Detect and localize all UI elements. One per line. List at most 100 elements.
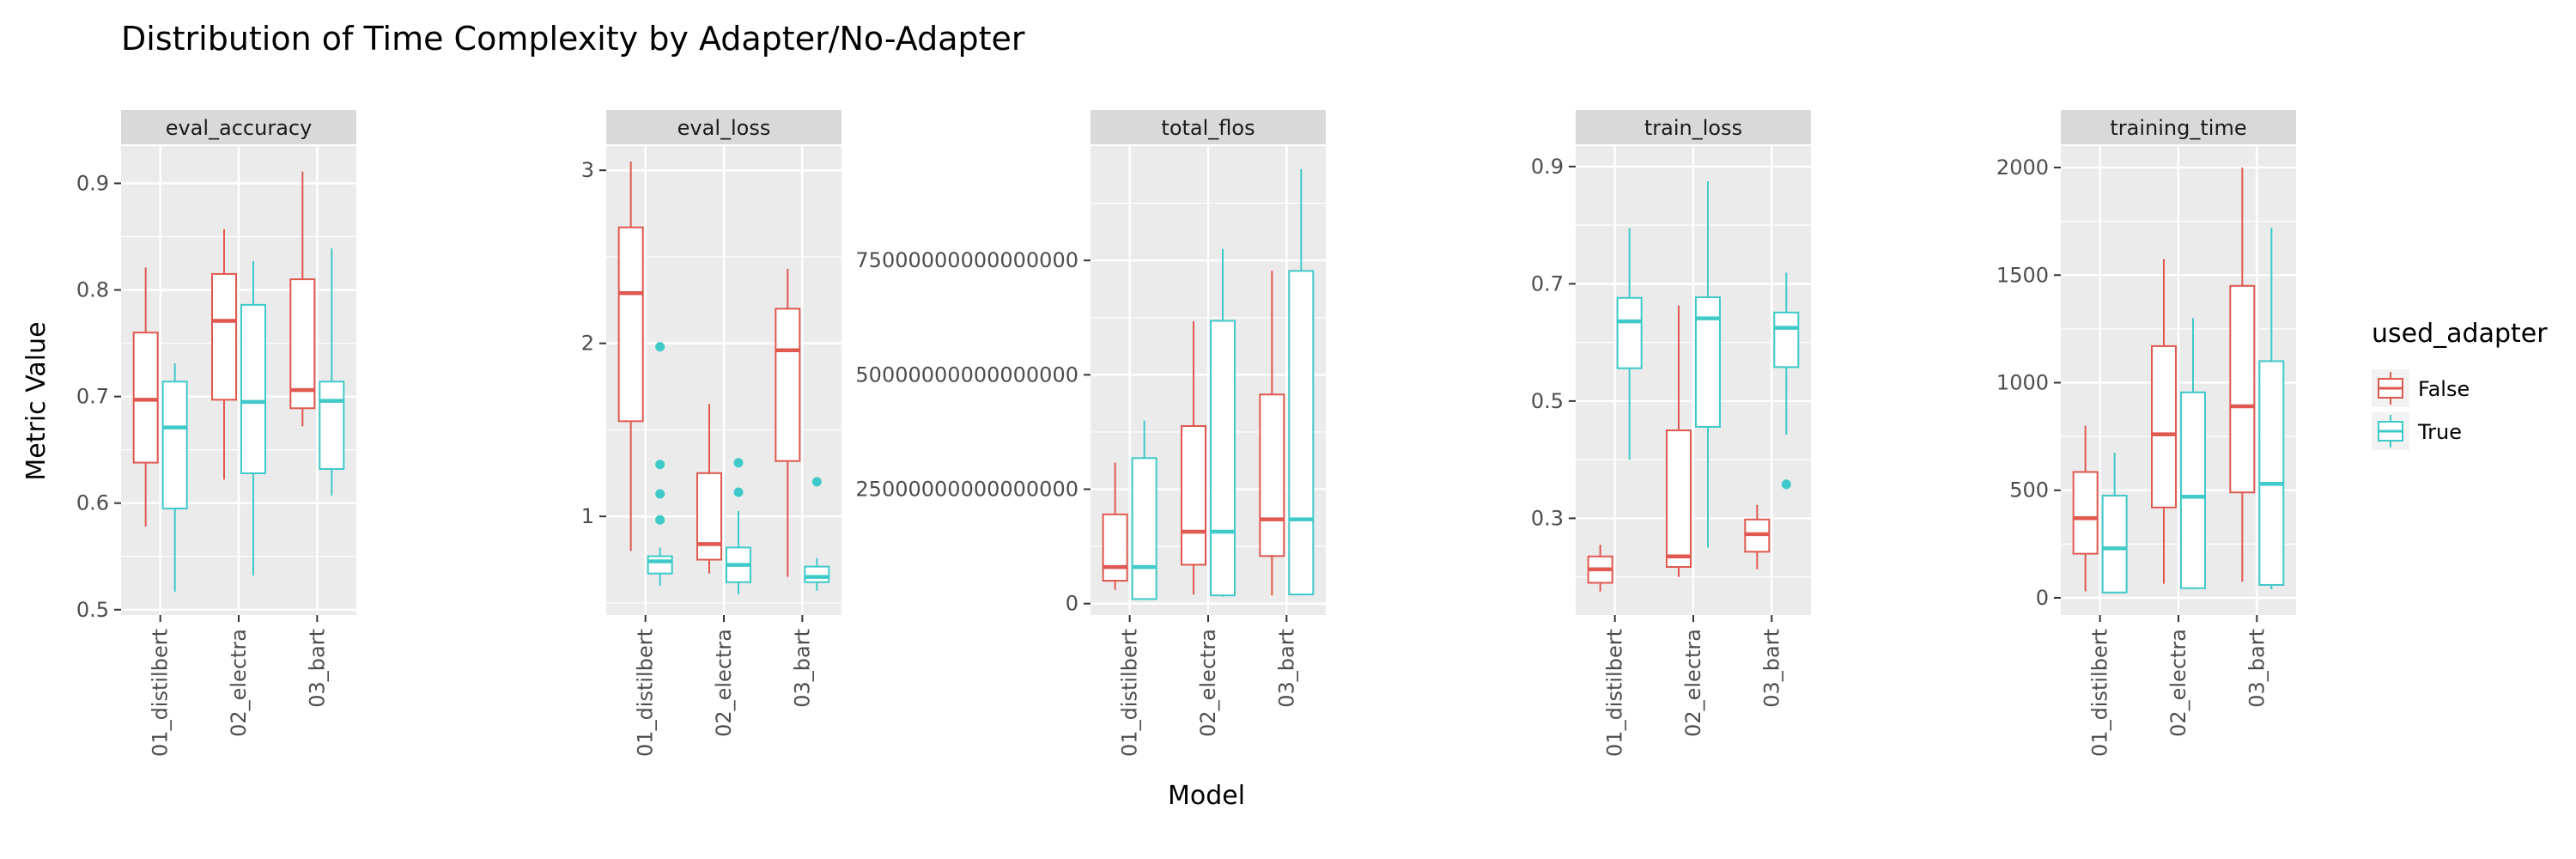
box-03_bart-false xyxy=(289,171,316,427)
y-tick-label: 0.7 xyxy=(76,385,109,409)
box-iqr xyxy=(775,308,801,462)
facet-strip xyxy=(1091,110,1326,144)
box-iqr xyxy=(696,472,722,561)
outlier-point xyxy=(733,458,744,468)
box-01_distilbert-true xyxy=(1131,420,1157,600)
y-tick-label: 0.3 xyxy=(1531,506,1564,530)
legend-label: False xyxy=(2418,377,2470,401)
box-02_electra-false xyxy=(696,404,722,574)
box-03_bart-false xyxy=(775,269,801,577)
box-iqr xyxy=(647,555,673,575)
box-iqr xyxy=(617,226,644,423)
box-iqr xyxy=(161,381,188,509)
box-iqr xyxy=(319,381,345,470)
y-tick-label: 0.9 xyxy=(1531,155,1564,179)
outlier-point xyxy=(811,477,822,487)
facet-total-flos: total_flos 0 25000000000000000 500000000000… xyxy=(855,110,1326,757)
y-tick-label: 2000 xyxy=(1996,155,2049,180)
x-tick-label: 01_distilbert xyxy=(1118,629,1142,757)
box-iqr xyxy=(2101,494,2128,594)
x-tick-label: 03_bart xyxy=(305,629,329,708)
y-tick-label: 75000000000000000 xyxy=(855,248,1078,272)
y-tick-label: 0.7 xyxy=(1531,271,1564,295)
y-axis-title: Metric Value xyxy=(21,321,52,480)
box-03_bart-true xyxy=(319,248,345,497)
x-tick-label: 02_electra xyxy=(1681,629,1705,737)
box-02_electra-false xyxy=(2151,259,2177,584)
facet-strip xyxy=(2061,110,2296,144)
box-01_distilbert-true xyxy=(647,342,673,586)
facet-training-time: training_time 0 500 1000 1500 2000 01_distilbe… xyxy=(1996,110,2296,757)
box-01_distilbert-false xyxy=(1587,545,1613,592)
outlier-point xyxy=(733,487,744,497)
facet-strip xyxy=(606,110,841,144)
box-03_bart-true xyxy=(1773,272,1800,490)
x-tick-label: 01_distilbert xyxy=(149,629,173,757)
box-03_bart-true xyxy=(2258,228,2285,589)
y-tick-label: 2 xyxy=(581,332,594,356)
box-iqr xyxy=(1666,430,1692,569)
box-01_distilbert-true xyxy=(1616,228,1643,460)
y-tick-label: 0.6 xyxy=(76,491,109,515)
box-iqr xyxy=(2180,391,2206,589)
chart-title: Distribution of Time Complexity by Adapt… xyxy=(121,20,1025,58)
box-02_electra-false xyxy=(1666,305,1692,577)
box-iqr xyxy=(1131,457,1157,600)
box-iqr xyxy=(2151,344,2177,509)
box-03_bart-true xyxy=(1288,168,1315,596)
box-02_electra-true xyxy=(1695,180,1721,548)
x-tick-label: 01_distilbert xyxy=(1603,629,1627,757)
box-iqr xyxy=(1102,513,1128,582)
y-tick-label: 1500 xyxy=(1996,263,2049,287)
y-tick-label: 1 xyxy=(581,504,594,528)
box-iqr xyxy=(804,565,830,583)
facet-strip-label: total_flos xyxy=(1161,116,1255,140)
box-iqr xyxy=(2229,284,2256,494)
facet-strip-label: eval_accuracy xyxy=(166,116,313,140)
outlier-point xyxy=(655,515,665,525)
box-iqr xyxy=(1210,320,1236,597)
box-01_distilbert-true xyxy=(161,363,188,592)
x-tick-label: 02_electra xyxy=(2166,629,2190,737)
x-tick-label: 03_bart xyxy=(1274,629,1298,708)
x-tick-label: 03_bart xyxy=(1759,629,1783,708)
facet-strip-label: eval_loss xyxy=(677,116,771,140)
y-tick-label: 0.5 xyxy=(1531,389,1564,413)
box-iqr xyxy=(2258,360,2285,586)
facet-eval-loss: eval_loss 1 2 3 01_distilbert 02_electra 03_ba… xyxy=(581,110,841,757)
box-02_electra-true xyxy=(240,261,266,576)
y-tick-label: 0.8 xyxy=(76,278,109,302)
box-02_electra-true xyxy=(726,458,751,594)
box-03_bart-false xyxy=(1259,271,1285,596)
x-tick-label: 03_bart xyxy=(790,629,814,708)
box-03_bart-false xyxy=(1744,504,1771,570)
outlier-point xyxy=(655,342,665,352)
box-iqr xyxy=(1616,296,1643,369)
y-tick-label: 50000000000000000 xyxy=(855,362,1078,387)
y-tick-label: 1000 xyxy=(1996,371,2049,395)
box-iqr xyxy=(132,332,159,464)
legend: used_adapter False True xyxy=(2372,319,2548,450)
y-tick-label: 500 xyxy=(2009,478,2049,503)
outlier-point xyxy=(655,460,665,470)
box-03_bart-true xyxy=(804,477,830,591)
x-tick-label: 02_electra xyxy=(712,629,736,737)
box-01_distilbert-false xyxy=(2072,425,2099,592)
facet-strip xyxy=(121,110,356,144)
box-iqr xyxy=(1181,425,1206,566)
y-tick-label: 0.5 xyxy=(76,598,109,622)
legend-entry-false: False xyxy=(2372,369,2470,407)
y-tick-label: 0.9 xyxy=(76,171,109,195)
legend-title: used_adapter xyxy=(2372,319,2548,349)
x-axis-title: Model xyxy=(1168,781,1245,811)
box-iqr xyxy=(1259,393,1285,557)
y-tick-label: 25000000000000000 xyxy=(855,478,1078,502)
box-01_distilbert-false xyxy=(132,267,159,527)
box-iqr xyxy=(240,303,266,474)
box-02_electra-true xyxy=(1210,248,1236,597)
facet-strip-label: train_loss xyxy=(1644,116,1742,140)
box-01_distilbert-false xyxy=(617,161,644,551)
y-tick-label: 3 xyxy=(581,158,594,182)
box-01_distilbert-true xyxy=(2101,452,2128,594)
